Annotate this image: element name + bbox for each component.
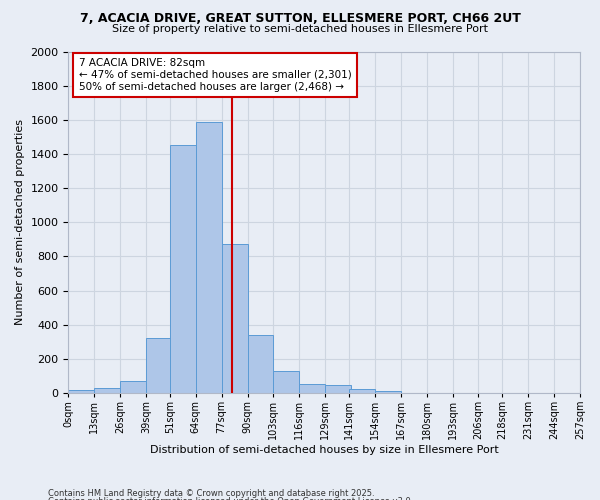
Bar [349, 388, 375, 393]
Bar [170, 146, 196, 393]
Y-axis label: Number of semi-detached properties: Number of semi-detached properties [15, 119, 25, 325]
X-axis label: Distribution of semi-detached houses by size in Ellesmere Port: Distribution of semi-detached houses by … [150, 445, 499, 455]
Bar [146, 338, 172, 393]
Bar [221, 244, 248, 393]
Bar [68, 390, 94, 393]
Bar [299, 384, 325, 393]
Bar [325, 386, 351, 393]
Bar [196, 122, 221, 393]
Bar [248, 335, 274, 393]
Text: Contains public sector information licensed under the Open Government Licence v3: Contains public sector information licen… [48, 497, 413, 500]
Text: Contains HM Land Registry data © Crown copyright and database right 2025.: Contains HM Land Registry data © Crown c… [48, 488, 374, 498]
Bar [120, 381, 146, 393]
Text: Size of property relative to semi-detached houses in Ellesmere Port: Size of property relative to semi-detach… [112, 24, 488, 34]
Text: 7 ACACIA DRIVE: 82sqm
← 47% of semi-detached houses are smaller (2,301)
50% of s: 7 ACACIA DRIVE: 82sqm ← 47% of semi-deta… [79, 58, 352, 92]
Text: 7, ACACIA DRIVE, GREAT SUTTON, ELLESMERE PORT, CH66 2UT: 7, ACACIA DRIVE, GREAT SUTTON, ELLESMERE… [80, 12, 520, 26]
Bar [375, 392, 401, 393]
Bar [274, 371, 299, 393]
Bar [94, 388, 120, 393]
